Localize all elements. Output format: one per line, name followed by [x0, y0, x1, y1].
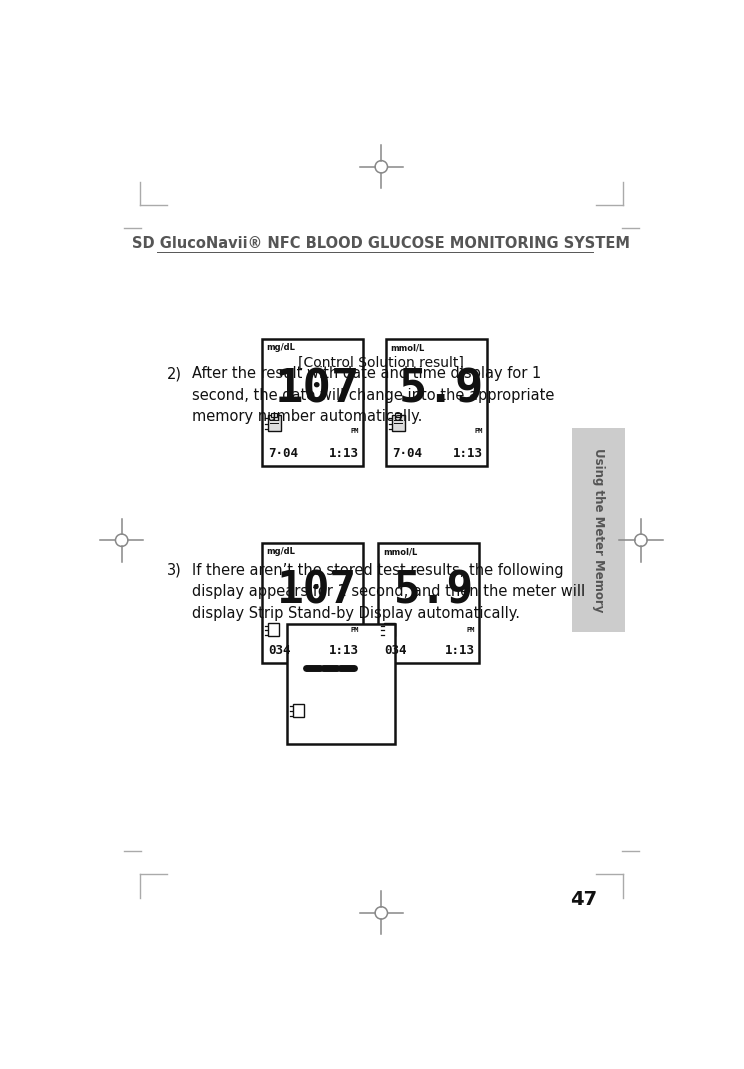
- Text: 47: 47: [570, 889, 597, 909]
- Text: PM: PM: [475, 429, 483, 434]
- Bar: [268, 623, 279, 636]
- Bar: [268, 416, 280, 431]
- Text: PM: PM: [466, 626, 475, 633]
- Text: After the result with date and time display for 1
second, the date will change i: After the result with date and time disp…: [192, 367, 554, 424]
- Bar: [262, 543, 363, 663]
- Bar: [386, 339, 487, 466]
- Text: PM: PM: [350, 429, 359, 434]
- Text: 7·04: 7·04: [268, 447, 298, 460]
- Bar: [286, 624, 395, 744]
- Bar: [272, 413, 278, 417]
- Text: 1:13: 1:13: [445, 644, 475, 656]
- Text: 2): 2): [167, 367, 182, 382]
- Bar: [378, 543, 479, 663]
- Text: Using the Meter Memory: Using the Meter Memory: [591, 448, 605, 613]
- Text: PM: PM: [350, 626, 359, 633]
- Text: If there aren’t the stored test results, the following
display appears for 1 sec: If there aren’t the stored test results,…: [192, 562, 586, 621]
- Bar: [262, 339, 363, 466]
- Text: 034: 034: [385, 644, 407, 656]
- Text: SD GlucoNavii® NFC BLOOD GLUCOSE MONITORING SYSTEM: SD GlucoNavii® NFC BLOOD GLUCOSE MONITOR…: [132, 235, 630, 250]
- Bar: [395, 413, 402, 417]
- Text: 7·04: 7·04: [392, 447, 422, 460]
- Text: mmol/L: mmol/L: [391, 343, 425, 352]
- Text: mmol/L: mmol/L: [383, 547, 417, 556]
- Text: 3): 3): [167, 562, 182, 577]
- Text: 1:13: 1:13: [329, 447, 359, 460]
- Text: 107: 107: [278, 570, 357, 613]
- Text: [Control Solution result]: [Control Solution result]: [298, 356, 464, 370]
- Text: 1:13: 1:13: [453, 447, 483, 460]
- Text: mg/dL: mg/dL: [266, 343, 295, 352]
- Text: 5.9: 5.9: [394, 570, 474, 613]
- Text: 034: 034: [268, 644, 291, 656]
- Bar: [572, 428, 625, 632]
- Bar: [392, 416, 405, 431]
- Text: 1:13: 1:13: [329, 644, 359, 656]
- Text: mg/dL: mg/dL: [266, 547, 295, 556]
- Text: 107: 107: [275, 368, 360, 413]
- Text: 5.9: 5.9: [399, 368, 484, 413]
- Bar: [293, 704, 304, 717]
- Bar: [385, 623, 395, 636]
